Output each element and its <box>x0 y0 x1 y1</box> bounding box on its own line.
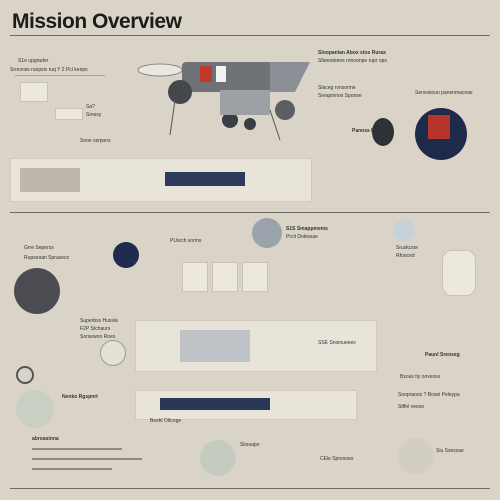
probe-icon <box>113 242 139 268</box>
label-21: Sorsewon Roes <box>80 334 116 340</box>
strip-1-dark <box>165 172 245 186</box>
label-2: Srrevoss ruopsiv ruq Y 2 Pcl keeps <box>10 67 88 73</box>
text-line <box>32 468 112 470</box>
tile <box>242 262 268 292</box>
astronaut-icon <box>442 250 476 296</box>
bottom-rule <box>10 488 490 489</box>
connector <box>15 75 105 76</box>
label-12: Grre Seperss <box>24 245 54 251</box>
globe-icon <box>200 440 236 476</box>
satellite-icon <box>393 220 415 242</box>
craft-circle-icon <box>398 438 434 474</box>
label-17: Sruskcsor <box>396 245 419 251</box>
tool-icon <box>16 366 34 384</box>
label-27: Stffel veeso <box>398 404 425 410</box>
spacecraft-icon <box>137 62 310 141</box>
moon-icon <box>252 218 282 248</box>
label-13: Rupseoan Sprasecs <box>24 255 70 261</box>
info-card <box>55 108 83 120</box>
title-rule <box>10 35 490 36</box>
tile <box>182 262 208 292</box>
label-29: abroasinna <box>32 436 59 442</box>
label-20: F2P Stchaurs <box>80 326 111 332</box>
astronaut-circle-icon <box>16 390 54 428</box>
strip-3-dark <box>160 398 270 410</box>
label-7: Sersssioun panenmacnas <box>415 90 473 96</box>
label-8: Panoss Roal <box>352 128 383 134</box>
strip-2-block <box>180 330 250 362</box>
tile <box>212 262 238 292</box>
label-24: Bsous tiy ooveoss <box>400 374 441 380</box>
text-line <box>32 448 122 450</box>
label-23: Paunl Srenseg <box>425 352 460 358</box>
label-14: PUsrch sorms <box>170 238 202 244</box>
strip-1-block <box>20 168 80 192</box>
helmet-circle-icon <box>14 268 60 314</box>
label-11: Snoe ssrpons <box>80 138 111 144</box>
label-30: Sksoapo <box>240 442 260 448</box>
page-title: Mission Overview <box>12 10 182 33</box>
helmet-icon <box>372 118 394 146</box>
lens-icon <box>100 340 126 366</box>
label-1: S1e upgrader <box>18 58 49 64</box>
text-line <box>32 458 142 460</box>
planet-highlight <box>428 115 450 139</box>
label-18: Rfooced <box>396 253 415 259</box>
label-3: Sloopanlan Abox stos Ruras <box>318 50 386 56</box>
label-26: Soopraoos ? Bosei Peleypa <box>398 392 460 398</box>
label-19: Superbss Hussla <box>80 318 118 324</box>
info-card <box>20 82 48 102</box>
label-31: CEle Spresoes <box>320 456 354 462</box>
label-32: Siu Ssessae <box>436 448 464 454</box>
band-rule <box>10 212 490 213</box>
label-16: Prcit Dokwsae <box>286 234 318 240</box>
label-4: Sfaresteens ronoonpe rupr ops <box>318 58 387 64</box>
label-25: Nenko Rgspnrt <box>62 394 98 400</box>
label-10: Sressy <box>86 112 102 118</box>
label-5: Slaceg rvnsorme <box>318 85 356 91</box>
label-9: Sa? <box>86 104 95 110</box>
image-strip-2 <box>135 320 377 372</box>
label-22: SSE Snoinueees <box>318 340 356 346</box>
label-15: S1S Smappmems <box>286 226 328 232</box>
label-6: Sreapinnos Sponse <box>318 93 362 99</box>
label-28: Beshl Oltcoge <box>150 418 182 424</box>
